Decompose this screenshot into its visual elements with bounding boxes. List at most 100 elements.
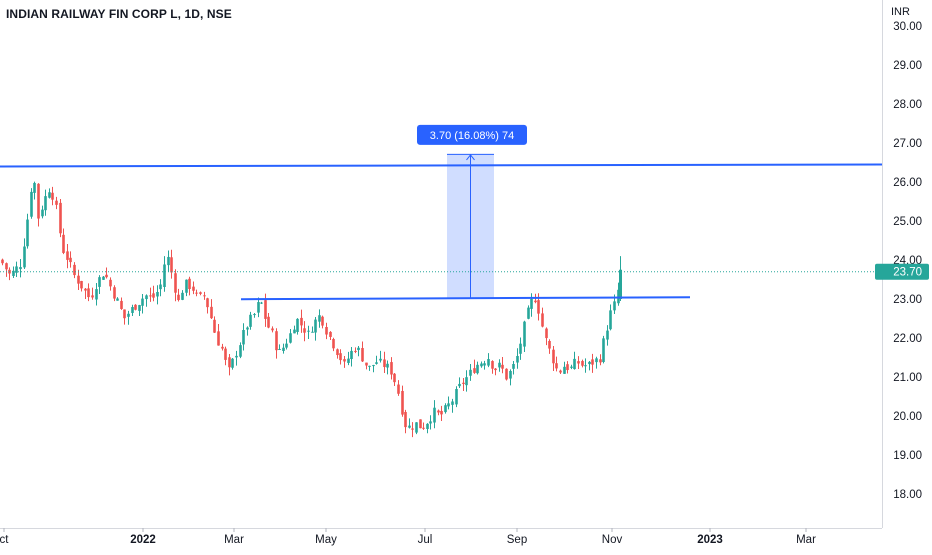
price-tick-label: 18.00 [893,489,922,501]
candle-body [221,346,224,349]
candle-body [433,407,436,423]
candle-body [548,340,551,349]
candle-body [113,287,116,299]
candle-body [422,427,425,429]
candle-body [44,196,47,211]
candle-body [192,286,195,291]
candle-body [253,314,256,316]
candle-body [563,366,566,374]
resistance-trendline[interactable] [0,163,883,168]
price-tick-label: 23.00 [893,294,922,306]
candle-body [588,361,591,365]
candle-body [354,350,357,352]
candle-body [15,266,18,273]
candle-body [505,368,508,380]
time-tick-label: 2022 [130,534,156,546]
time-tick-label: 2023 [697,534,723,546]
candle-body [469,369,472,376]
candle-body [559,370,562,373]
candle-body [458,383,461,387]
candle-body [336,349,339,356]
candle-body [131,307,134,313]
candle-body [167,256,170,266]
candle-body [473,368,476,373]
candle-body [80,280,83,289]
candle-body [156,292,159,297]
candle-body [619,269,622,299]
candle-body [120,300,123,309]
candle-body [163,264,166,288]
candle-body [105,274,108,278]
candle-body [84,288,87,291]
candle-body [314,319,317,333]
candle-body [440,410,443,415]
price-tick-label: 20.00 [893,411,922,423]
candle-body [210,306,213,319]
candle-body [264,300,267,319]
measure-label-text: 3.70 (16.08%) 74 [430,130,514,142]
candle-body [51,192,54,200]
candle-body [390,362,393,375]
candle-body [141,298,144,306]
candle-body [609,310,612,330]
candle-body [30,191,33,217]
candle-body [174,273,177,293]
candle-body [62,234,65,253]
candle-body [577,361,580,364]
candle-body [566,364,569,371]
candle-body [55,200,58,205]
candle-body [199,292,202,294]
candle-body [91,295,94,298]
candle-body [296,318,299,332]
candle-body [512,364,515,369]
candle-body [372,365,375,367]
candle-body [552,349,555,364]
candle-body [498,362,501,368]
candle-body [368,365,371,367]
candle-body [516,355,519,363]
candle-body [329,331,332,337]
candle-body [581,361,584,366]
candle-body [5,263,8,270]
candle-body [260,302,263,304]
neckline-trendline[interactable] [240,296,691,301]
time-tick-label: May [315,534,337,546]
candle-body [311,331,314,333]
candle-body [73,264,76,276]
candle-body [350,350,353,360]
candle-body [213,319,216,333]
time-tick-label: ct [0,534,9,546]
candle-body [300,317,303,326]
candle-body [451,401,454,405]
candle-body [206,298,209,308]
candle-body [444,405,447,413]
candle-body [573,358,576,370]
measure-label-pill [417,124,527,145]
candle-body [228,357,231,368]
candle-body [527,307,530,319]
price-tick-label: 30.00 [893,21,922,33]
candle-body [87,288,90,298]
candle-body [325,327,328,335]
candle-body [509,370,512,379]
candle-body [523,321,526,347]
candle-body [282,347,285,351]
candle-body [541,313,544,327]
candle-body [570,366,573,368]
candle-body [246,327,249,330]
candle-body [555,363,558,369]
candle-body [415,422,418,433]
time-tick-label: Sep [507,534,527,546]
candle-body [242,330,245,345]
candle-body [271,328,274,331]
candle-body [357,347,360,351]
candle-body [239,345,242,357]
currency-label: INR [891,6,910,18]
candle-body [217,331,220,346]
candle-body [501,364,504,369]
candle-body [483,363,486,366]
